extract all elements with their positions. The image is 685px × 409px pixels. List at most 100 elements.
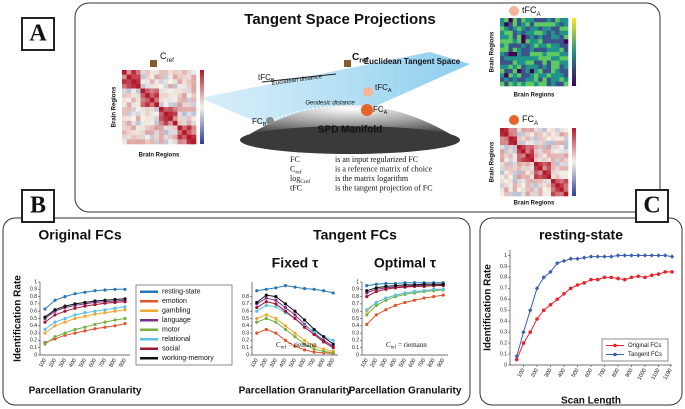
heatmap-cell [126,134,132,140]
point [555,297,560,302]
y-tick-label: 0.5 [242,316,249,322]
point [656,272,661,276]
chart-title: Optimal τ [374,255,437,271]
heatmap-cell [529,191,535,197]
heatmap-cell [177,70,183,75]
heatmap-cell [534,39,539,44]
heatmap-cell [534,81,539,87]
heatmap-cell [538,60,543,66]
heatmap-cell [521,128,526,133]
heatmap-cell [145,79,151,85]
heatmap-cell [163,102,169,108]
definition-term-base: C [290,164,295,173]
point [374,289,378,294]
heatmap-cell [168,139,174,145]
heatmap-cell [551,22,556,27]
heatmap-cell [126,74,132,80]
heatmap-cell [508,73,514,78]
heatmap-cell [159,79,164,85]
heatmap-cell [529,22,535,27]
heatmap-cell [122,134,127,140]
heatmap-cell [559,52,565,57]
heatmap-cell [542,166,548,171]
heatmap-cell [149,120,155,126]
point [582,281,587,285]
point [582,255,587,260]
diagram-label-sub: A [388,88,392,94]
heatmap-cell [563,18,569,23]
point [393,284,398,288]
heatmap-cell [521,162,526,167]
heatmap-cell [186,130,192,136]
heatmap-cell [182,111,188,117]
heatmap-cell [529,43,535,49]
heatmap-cell [542,153,548,159]
point [403,300,407,305]
point [73,331,77,335]
heatmap-cell [517,56,522,61]
heatmap-cell [517,149,522,154]
panel-c-frame [479,217,683,406]
heatmap-cell [563,64,569,70]
heatmap-cell [512,26,518,32]
heatmap-cell [135,130,141,136]
y-tick-label: 1 [34,279,37,285]
heatmap-cell [546,30,552,36]
heatmap-cell [191,125,197,131]
definition-term: logCref [290,174,310,185]
heatmap-cell [546,136,552,142]
heatmap-cell [512,81,518,87]
heatmap-cell [517,60,522,66]
point [83,314,87,318]
heatmap-cell [512,56,518,61]
point [123,300,127,304]
heatmap-cell [182,130,188,136]
heatmap-cell [525,30,531,36]
heatmap-cell [504,52,509,57]
heatmap-cell [563,145,569,150]
heatmap-cell [131,116,137,122]
heatmap-cell [512,140,518,146]
heatmap-cell [500,132,505,137]
heatmap-cell [534,30,539,36]
heatmap-cell [534,60,539,66]
heatmap-cell [500,140,505,146]
marker [509,115,519,125]
point [432,295,436,299]
point [53,313,57,317]
heatmap-cell [517,157,522,163]
point [255,316,259,321]
diagram-label-sub: ref [167,57,175,64]
diagram-label-sub: ref [359,57,369,64]
heatmap-cell [546,157,552,163]
heatmap-cell [555,73,560,78]
point [656,253,661,258]
heatmap-cell [145,83,151,89]
heatmap-cell [517,22,522,27]
heatmap-cell [163,83,169,89]
heatmap-cell [563,22,569,27]
point [528,330,533,334]
y-tick-label: 0.4 [30,323,37,329]
heatmap-cell [504,153,509,159]
point [374,303,378,307]
heatmap-cell [500,162,505,167]
y-tick-label: 0.7 [352,301,359,307]
point [63,320,67,324]
heatmap-cell [126,83,132,89]
heatmap-cell [534,35,539,40]
heatmap-cell [508,60,514,66]
y-tick-label: 0.1 [242,345,249,351]
heatmap-cell [512,162,518,167]
x-tick-label: 400 [389,358,399,369]
heatmap-cell [135,70,141,75]
heatmap-cell [508,18,514,23]
heatmap-cell [517,179,522,184]
heatmap-cell [122,97,127,103]
heatmap-cell [172,93,178,99]
heatmap-cell [529,128,535,133]
heatmap-cell [504,166,509,171]
point [53,335,57,339]
y-tick-label: 0.8 [352,294,359,300]
heatmap-cell [538,174,543,180]
